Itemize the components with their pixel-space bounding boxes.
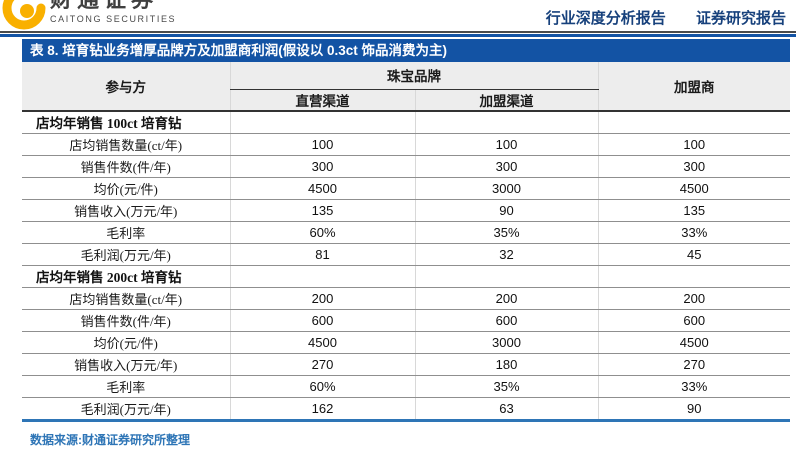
section-header-row-100ct: 店均年销售 100ct 培育钻	[22, 111, 790, 134]
cell-franchisee: 4500	[597, 331, 790, 354]
table-row: 销售收入(万元/年) 270 180 270	[22, 353, 790, 376]
report-type-labels: 行业深度分析报告 证券研究报告	[520, 7, 786, 28]
cell-direct: 4500	[229, 331, 415, 354]
cell-direct: 200	[229, 287, 415, 310]
cell-franchisee: 200	[597, 287, 790, 310]
row-label: 销售件数(件/年)	[22, 309, 230, 332]
row-label: 店均销售数量(ct/年)	[22, 287, 230, 310]
col-header-participant: 参与方	[22, 62, 230, 112]
header-rule-dark	[0, 31, 796, 33]
row-label: 均价(元/件)	[22, 177, 230, 200]
cell-direct: 60%	[229, 221, 415, 244]
data-table-wrap: 参与方 珠宝品牌 加盟商 直营渠道 加盟渠道 店均年销售 100ct 培育钻	[22, 62, 790, 422]
cell-franchise-channel: 600	[414, 309, 598, 332]
brand-name-clipped: 财通证券	[50, 0, 176, 12]
row-label: 毛利润(万元/年)	[22, 243, 230, 266]
cell-direct: 162	[229, 397, 415, 419]
table-row: 销售件数(件/年) 300 300 300	[22, 155, 790, 178]
caitong-logo-icon	[2, 0, 46, 30]
cell-franchise-channel: 100	[414, 133, 598, 156]
table-row: 毛利率 60% 35% 33%	[22, 375, 790, 398]
row-label: 毛利润(万元/年)	[80, 401, 171, 417]
cell-franchise-channel: 35%	[414, 221, 598, 244]
brand-block: 财通证券 CAITONG SECURITIES	[50, 0, 176, 24]
table-row: 均价(元/件) 4500 3000 4500	[22, 331, 790, 354]
cell-franchisee: 90	[597, 397, 790, 419]
main-content: 表 8. 培育钻业务增厚品牌方及加盟商利润(假设以 0.3ct 饰品消费为主) …	[22, 39, 790, 448]
col-header-franchisee: 加盟商	[597, 62, 790, 112]
cell-direct: 81	[229, 243, 415, 266]
report-type-industry: 行业深度分析报告	[545, 10, 666, 27]
cell-franchisee: 33%	[597, 221, 790, 244]
cell-direct: 100	[229, 133, 415, 156]
table-row: 店均销售数量(ct/年) 100 100 100	[22, 133, 790, 156]
brand-name-cn: 财通证券	[50, 0, 176, 12]
table-row: 销售收入(万元/年) 135 90 135	[22, 199, 790, 222]
table-row: 毛利润(万元/年) 162 63 90	[22, 397, 790, 419]
table-header-row-2: 直营渠道 加盟渠道	[22, 89, 790, 112]
section-header-row-200ct: 店均年销售 200ct 培育钻	[22, 265, 790, 288]
cell-direct: 270	[229, 353, 415, 376]
section-title: 店均年销售 100ct 培育钻	[22, 111, 230, 134]
report-type-securities: 证券研究报告	[695, 10, 786, 27]
col-header-franchise-channel: 加盟渠道	[414, 89, 598, 112]
cell-franchise-channel: 180	[414, 353, 598, 376]
section-title: 店均年销售 200ct 培育钻	[22, 265, 230, 288]
table-row: 毛利润(万元/年) 81 32 45	[22, 243, 790, 266]
cell-direct: 60%	[229, 375, 415, 398]
table-row: 均价(元/件) 4500 3000 4500	[22, 177, 790, 200]
col-header-direct-channel: 直营渠道	[229, 89, 415, 112]
table-row: 毛利率 60% 35% 33%	[22, 221, 790, 244]
empty-cell	[597, 111, 790, 134]
empty-cell	[597, 265, 790, 288]
cell-direct: 300	[229, 155, 415, 178]
cell-franchise-channel: 90	[414, 199, 598, 222]
row-label: 销售收入(万元/年)	[22, 353, 230, 376]
brand-name-en: CAITONG SECURITIES	[50, 14, 177, 24]
empty-cell	[229, 111, 415, 134]
empty-cell	[229, 265, 415, 288]
cell-direct: 600	[229, 309, 415, 332]
table-header-row-1: 参与方 珠宝品牌 加盟商	[22, 62, 790, 112]
page-header: 财通证券 CAITONG SECURITIES 行业深度分析报告 证券研究报告	[0, 0, 796, 31]
cell-franchisee: 45	[597, 243, 790, 266]
cell-franchise-channel: 32	[414, 243, 598, 266]
row-label: 毛利率	[22, 221, 230, 244]
cell-franchise-channel: 35%	[414, 375, 598, 398]
profit-table: 参与方 珠宝品牌 加盟商 直营渠道 加盟渠道 店均年销售 100ct 培育钻	[22, 62, 790, 419]
cell-franchise-channel: 300	[414, 155, 598, 178]
row-label: 毛利率	[22, 375, 230, 398]
cell-franchisee: 600	[597, 309, 790, 332]
cell-franchisee: 100	[597, 133, 790, 156]
empty-cell	[414, 265, 598, 288]
cell-franchise-channel: 3000	[414, 331, 598, 354]
cell-franchisee: 135	[597, 199, 790, 222]
empty-cell	[414, 111, 598, 134]
header-rule-blue	[0, 34, 796, 37]
cell-direct: 135	[229, 199, 415, 222]
cell-franchisee: 300	[597, 155, 790, 178]
cell-franchisee: 270	[597, 353, 790, 376]
cell-franchisee: 4500	[597, 177, 790, 200]
table-row: 销售件数(件/年) 600 600 600	[22, 309, 790, 332]
table-row: 店均销售数量(ct/年) 200 200 200	[22, 287, 790, 310]
cell-franchisee: 33%	[597, 375, 790, 398]
cell-franchise-channel: 3000	[414, 177, 598, 200]
table-title-bar: 表 8. 培育钻业务增厚品牌方及加盟商利润(假设以 0.3ct 饰品消费为主)	[22, 39, 790, 62]
row-label: 均价(元/件)	[22, 331, 230, 354]
col-header-jewelry-brand: 珠宝品牌	[229, 62, 598, 90]
cell-franchise-channel: 200	[414, 287, 598, 310]
cell-direct: 4500	[229, 177, 415, 200]
row-label: 销售收入(万元/年)	[22, 199, 230, 222]
row-label: 店均销售数量(ct/年)	[22, 133, 230, 156]
row-label: 销售件数(件/年)	[22, 155, 230, 178]
data-source-note: 数据来源:财通证券研究所整理	[30, 433, 190, 447]
cell-franchise-channel: 63	[414, 397, 598, 419]
